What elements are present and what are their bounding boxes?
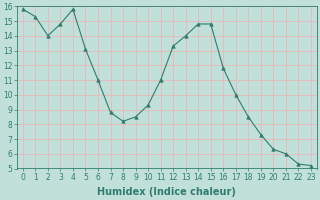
X-axis label: Humidex (Indice chaleur): Humidex (Indice chaleur): [98, 187, 236, 197]
